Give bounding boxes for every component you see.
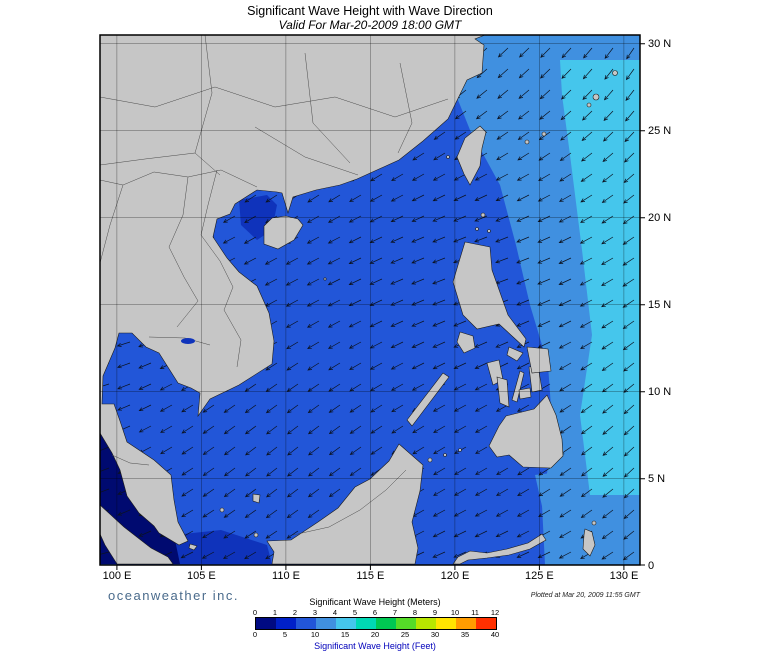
bintan-island (188, 543, 198, 551)
meters-tick: 11 (471, 608, 479, 617)
meters-tick: 3 (312, 608, 318, 617)
luzon-island (452, 241, 527, 348)
feet-tick: 25 (400, 630, 410, 639)
meters-tick: 8 (412, 608, 418, 617)
mindanao-island (488, 394, 564, 469)
lat-tick-label: 0 (648, 559, 655, 572)
map-frame (99, 34, 641, 566)
colorbar (255, 617, 497, 630)
oceanweather-logo: oceanweather inc. (108, 588, 240, 603)
feet-tick: 30 (430, 630, 440, 639)
tonle-sap-lake (181, 338, 195, 344)
cebu-island (511, 370, 525, 403)
colorbar-segment (356, 618, 376, 629)
lon-tick-label: 125 E (525, 570, 554, 582)
taiwan-island (456, 125, 487, 186)
grid-lines (100, 35, 640, 565)
masbate-island (506, 346, 524, 362)
feet-tick: 5 (282, 630, 288, 639)
small-islands (219, 70, 618, 538)
lat-tick-label: 30 N (648, 37, 672, 50)
colorbar-segment (376, 618, 396, 629)
hainan-island (263, 215, 304, 250)
colorbar-segment (276, 618, 296, 629)
meters-ticks: 0 1 2 3 4 5 6 7 8 9 10 11 12 (252, 608, 499, 617)
palawan-island (406, 372, 450, 427)
land-layer (100, 35, 618, 565)
sea-light-region-celebes (535, 470, 581, 515)
sulawesi-island (452, 533, 547, 565)
samar-island (526, 346, 552, 374)
lat-tick-label: 10 N (648, 385, 672, 398)
colorbar-segment (416, 618, 436, 629)
lon-tick-label: 100 E (102, 570, 132, 582)
colorbar-segment (396, 618, 416, 629)
colorbar-segment (476, 618, 496, 629)
sumatra-island (100, 504, 174, 565)
lat-tick-label: 5 N (648, 472, 666, 485)
colorbar-segment (436, 618, 456, 629)
negros-island (496, 376, 510, 408)
feet-tick: 20 (370, 630, 380, 639)
plotted-timestamp: Plotted at Mar 20, 2009 11:55 GMT (530, 592, 640, 599)
borneo-island (266, 443, 424, 565)
legend-meters-label: Significant Wave Height (Meters) (309, 597, 441, 607)
map-content (100, 35, 640, 565)
map-canvas (95, 30, 645, 570)
wave-map-svg (99, 34, 645, 570)
axis-tick-marks (116, 43, 645, 570)
feet-tick: 0 (252, 630, 258, 639)
colorbar-segment (296, 618, 316, 629)
bohol-island (518, 387, 532, 400)
mainland-asia (100, 35, 486, 546)
meters-tick: 4 (332, 608, 338, 617)
lat-tick-label: 20 N (648, 211, 672, 224)
mindoro-island (456, 331, 476, 354)
feet-ticks: 0 5 10 15 20 25 30 35 40 (252, 630, 499, 639)
lon-tick-label: 110 E (272, 570, 300, 582)
colorbar-segment (456, 618, 476, 629)
meters-tick: 9 (432, 608, 438, 617)
lat-tick-label: 15 N (648, 298, 672, 311)
meters-tick: 2 (292, 608, 298, 617)
meters-tick: 1 (272, 608, 278, 617)
lat-tick-label: 25 N (648, 124, 672, 137)
meters-tick: 5 (352, 608, 358, 617)
colorbar-segment (256, 618, 276, 629)
colorbar-segment (316, 618, 336, 629)
page-title: Significant Wave Height with Wave Direct… (247, 4, 493, 18)
sea-cyan-region-east (560, 60, 640, 495)
halmahera-island (582, 528, 596, 557)
legend-feet-label: Significant Wave Height (Feet) (314, 641, 436, 651)
colorbar-segment (336, 618, 356, 629)
valid-time-subtitle: Valid For Mar-20-2009 18:00 GMT (278, 18, 462, 32)
meters-tick: 6 (372, 608, 378, 617)
feet-tick: 35 (460, 630, 470, 639)
feet-tick: 15 (340, 630, 350, 639)
lon-tick-label: 105 E (187, 570, 216, 582)
lon-tick-label: 130 E (609, 570, 639, 582)
sea-dark-region-java (174, 530, 272, 564)
meters-tick: 10 (450, 608, 460, 617)
lon-tick-label: 120 E (440, 570, 470, 582)
meters-tick: 0 (252, 608, 258, 617)
country-borders (100, 35, 449, 536)
meters-tick: 7 (392, 608, 398, 617)
feet-tick: 10 (310, 630, 320, 639)
feet-tick: 40 (490, 630, 500, 639)
lon-tick-label: 115 E (356, 570, 385, 582)
natuna-island (252, 493, 261, 504)
meters-tick: 12 (490, 608, 500, 617)
